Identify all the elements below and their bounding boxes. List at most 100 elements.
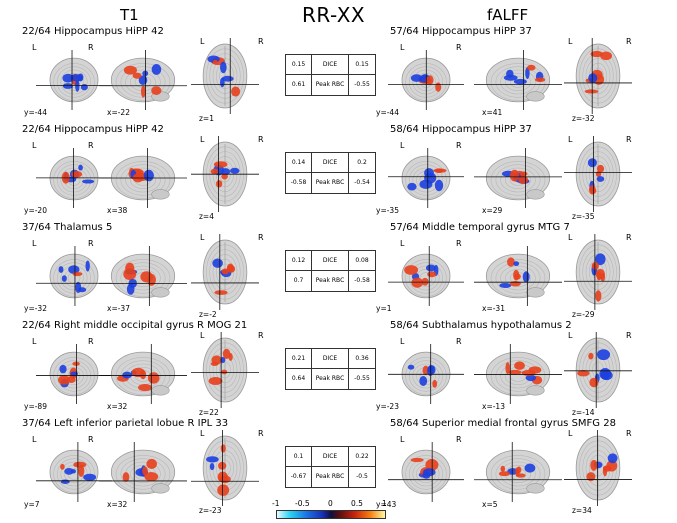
dice-label: DICE (322, 453, 338, 460)
t1-x-coordinate: x=-22 (107, 108, 130, 117)
peak-t1-value: -0.67 (290, 473, 307, 480)
falff-x-slice (474, 148, 562, 208)
z-slice-image (564, 430, 632, 506)
stats-divider-h (286, 466, 375, 467)
t1-y-coordinate: y=-20 (24, 206, 47, 215)
y-slice-image (36, 442, 112, 502)
t1-y-slice (36, 246, 112, 306)
falff-left-marker: L (400, 43, 405, 52)
x-slice-image (474, 148, 562, 208)
colorbar-tick: -1 (272, 499, 280, 508)
falff-y-slice (388, 246, 464, 306)
t1-axial-left-marker: L (200, 233, 205, 242)
peak-falff-value: -0.54 (354, 179, 370, 186)
t1-axial-right-marker: R (258, 135, 264, 144)
falff-z-coordinate: z=-14 (572, 408, 595, 417)
falff-column-title: fALFF (487, 6, 529, 24)
t1-x-slice (99, 246, 187, 306)
dice-falff-value: 0.36 (355, 355, 369, 362)
t1-x-coordinate: x=38 (107, 206, 128, 215)
falff-axial-right-marker: R (626, 135, 632, 144)
t1-y-slice (36, 148, 112, 208)
dice-label: DICE (322, 159, 338, 166)
t1-y-coordinate: y=-89 (24, 402, 47, 411)
falff-z-slice (564, 38, 632, 114)
falff-z-slice (564, 136, 632, 212)
t1-row-label: 22/64 Hippocampus HiPP 42 (22, 26, 164, 37)
falff-row-label: 57/64 Hippocampus HiPP 37 (390, 26, 532, 37)
peak-falff-value: -0.5 (356, 473, 368, 480)
falff-left-marker: L (400, 141, 405, 150)
t1-row-label: 37/64 Left inferior parietal lobue R IPL… (22, 418, 229, 429)
t1-axial-left-marker: L (200, 429, 205, 438)
y-slice-image (36, 148, 112, 208)
falff-axial-right-marker: R (626, 37, 632, 46)
falff-z-slice (564, 234, 632, 310)
falff-y-slice (388, 442, 464, 502)
dice-label: DICE (322, 355, 338, 362)
z-slice-image (564, 332, 632, 408)
falff-row-label: 58/64 Hippocampus HiPP 37 (390, 124, 532, 135)
falff-left-marker: L (400, 239, 405, 248)
falff-y-slice (388, 344, 464, 404)
t1-z-coordinate: z=22 (199, 408, 219, 417)
falff-x-coordinate: x=-13 (482, 402, 505, 411)
colorbar (276, 510, 386, 519)
stats-divider-v2 (348, 349, 349, 389)
t1-y-coordinate: y=-44 (24, 108, 47, 117)
falff-y-slice (388, 148, 464, 208)
peak-label: Peak RBC (315, 179, 345, 186)
t1-right-marker: R (88, 435, 94, 444)
t1-x-coordinate: x=32 (107, 500, 128, 509)
t1-y-coordinate: y=7 (24, 500, 40, 509)
stats-divider-h (286, 270, 375, 271)
stats-divider-v1 (311, 349, 312, 389)
stats-divider-h (286, 74, 375, 75)
y-slice-image (388, 344, 464, 404)
peak-label: Peak RBC (315, 277, 345, 284)
y-slice-image (388, 148, 464, 208)
peak-falff-value: -0.58 (354, 277, 370, 284)
t1-x-slice (99, 148, 187, 208)
falff-row-label: 57/64 Middle temporal gyrus MTG 7 (390, 222, 570, 233)
z-slice-image (191, 136, 259, 212)
z-slice-image (191, 38, 259, 114)
falff-y-coordinate: y=1 (376, 304, 392, 313)
t1-x-slice (99, 50, 187, 110)
t1-z-slice (191, 136, 259, 212)
dice-t1-value: 0.21 (291, 355, 306, 362)
z-slice-image (564, 234, 632, 310)
t1-axial-right-marker: R (258, 233, 264, 242)
dice-label: DICE (322, 61, 338, 68)
t1-left-marker: L (32, 337, 37, 346)
dice-t1-value: 0.1 (293, 453, 304, 460)
t1-row-label: 22/64 Hippocampus HiPP 42 (22, 124, 164, 135)
t1-x-coordinate: x=32 (107, 402, 128, 411)
falff-x-coordinate: x=5 (482, 500, 498, 509)
t1-z-slice (191, 234, 259, 310)
colorbar-tick: 0.5 (351, 499, 363, 508)
x-slice-image (99, 246, 187, 306)
falff-right-marker: R (456, 239, 462, 248)
stats-divider-v1 (311, 251, 312, 291)
t1-axial-left-marker: L (200, 135, 205, 144)
falff-x-coordinate: x=29 (482, 206, 503, 215)
falff-z-slice (564, 332, 632, 408)
stats-table: 0.15 DICE 0.15 0.61 Peak RBC -0.55 (285, 54, 376, 96)
t1-axial-right-marker: R (258, 331, 264, 340)
dice-falff-value: 0.15 (355, 61, 369, 68)
x-slice-image (474, 246, 562, 306)
falff-row-label: 58/64 Subthalamus hypothalamus 2 (390, 320, 572, 331)
t1-y-slice (36, 50, 112, 110)
t1-axial-left-marker: L (200, 37, 205, 46)
t1-axial-right-marker: R (258, 429, 264, 438)
falff-y-coordinate: y=-35 (376, 206, 399, 215)
stats-divider-v2 (348, 55, 349, 95)
stats-table: 0.14 DICE 0.2 -0.58 Peak RBC -0.54 (285, 152, 376, 194)
t1-z-coordinate: z=-2 (199, 310, 217, 319)
y-slice-image (388, 50, 464, 110)
peak-t1-value: 0.64 (291, 375, 306, 382)
peak-label: Peak RBC (315, 81, 345, 88)
dice-label: DICE (322, 257, 338, 264)
peak-falff-value: -0.55 (354, 81, 370, 88)
